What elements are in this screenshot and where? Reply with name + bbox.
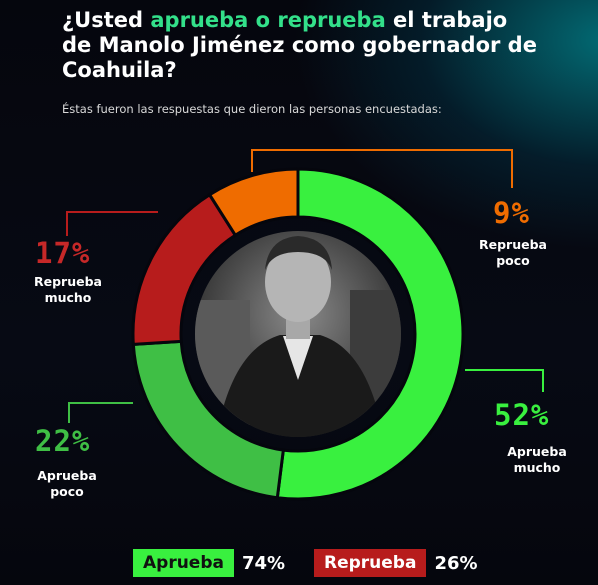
- leader-line-aprueba-poco: [68, 402, 133, 423]
- legend-swatch-reprueba: Reprueba: [314, 549, 427, 577]
- legend-value-reprueba: 26%: [434, 552, 478, 574]
- title-highlight: aprueba o reprueba: [150, 8, 386, 32]
- leader-line-reprueba-poco: [251, 149, 513, 188]
- title-prefix: ¿Usted: [62, 8, 151, 32]
- subtitle: Éstas fueron las respuestas que dieron l…: [62, 102, 442, 116]
- title-suffix: el trabajo de Manolo Jiménez como gobern…: [62, 8, 537, 82]
- legend-reprueba: Reprueba 26%: [314, 548, 478, 578]
- donut-slice-reprueba-poco: [207, 167, 300, 238]
- slice-label-reprueba-mucho: Reprueba mucho: [34, 274, 102, 305]
- leader-line-aprueba-mucho: [465, 369, 544, 392]
- legend-swatch-aprueba: Aprueba: [133, 549, 234, 577]
- leader-lines: [66, 149, 544, 423]
- slice-label-reprueba-poco: Reprueba poco: [479, 237, 547, 268]
- slice-percent-reprueba-mucho: 17%: [35, 236, 91, 270]
- page-title: ¿Usted aprueba o reprueba el trabajo de …: [62, 8, 542, 83]
- leader-line-reprueba-mucho: [66, 211, 158, 236]
- slice-label-aprueba-poco: Aprueba poco: [37, 468, 97, 499]
- donut-slice-aprueba-mucho: [275, 167, 465, 501]
- donut-slices: [131, 167, 465, 501]
- slice-percent-reprueba-poco: 9%: [493, 196, 530, 230]
- slice-label-aprueba-mucho: Aprueba mucho: [507, 444, 567, 475]
- legend-value-aprueba: 74%: [241, 552, 286, 574]
- portrait-photo: [195, 231, 401, 437]
- slice-percent-aprueba-mucho: 52%: [494, 398, 550, 432]
- legend-aprueba: Aprueba 74%: [133, 548, 285, 578]
- slice-percent-aprueba-poco: 22%: [35, 424, 91, 458]
